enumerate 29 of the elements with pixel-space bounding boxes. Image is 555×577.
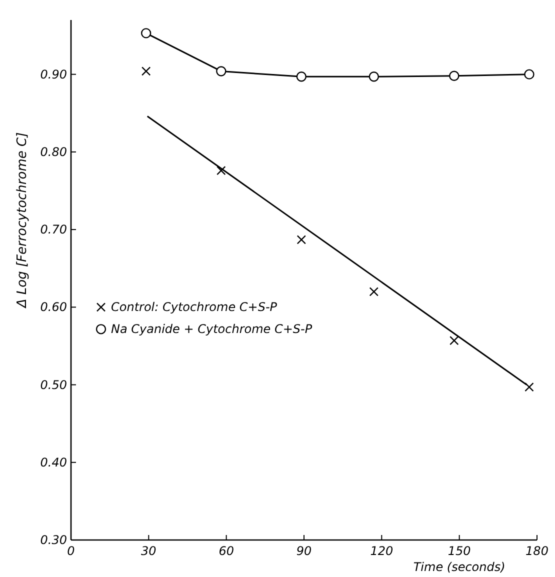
y-tick-label: 0.30	[40, 533, 68, 547]
y-axis-title: Δ Log [Ferrocytochrome C]	[15, 132, 30, 309]
x-tick-label: 150	[448, 544, 472, 558]
x-tick-label: 180	[526, 544, 549, 558]
y-tick-label: 0.70	[40, 222, 68, 237]
point	[450, 336, 459, 346]
y-tick-label: 0.80	[40, 144, 68, 159]
point	[449, 70, 460, 81]
point	[216, 66, 226, 76]
point	[296, 235, 306, 244]
point	[296, 72, 307, 82]
y-tick-label: 0.60	[40, 300, 68, 314]
point	[368, 72, 379, 82]
x-tick-label: 90	[296, 544, 312, 558]
x-tick-label: 0	[67, 544, 76, 558]
x-tick-label: 60	[218, 544, 234, 558]
legend-label: Na Cyanide + Cytochrome C+S-P	[111, 322, 313, 336]
x-tick-label: 120	[370, 544, 394, 558]
point	[216, 166, 226, 176]
y-tick-label: 0.90	[40, 67, 68, 82]
point	[524, 69, 534, 80]
y-tick-label: 0.50	[40, 378, 68, 392]
point	[369, 287, 378, 296]
point	[140, 28, 152, 38]
x-axis-title: Time (seconds)	[413, 560, 506, 574]
y-tick-label: 0.40	[40, 455, 68, 470]
x-tick-label: 30	[141, 544, 157, 558]
point	[141, 66, 151, 76]
legend-label: Control: Cytochrome C+S-P	[111, 300, 278, 314]
